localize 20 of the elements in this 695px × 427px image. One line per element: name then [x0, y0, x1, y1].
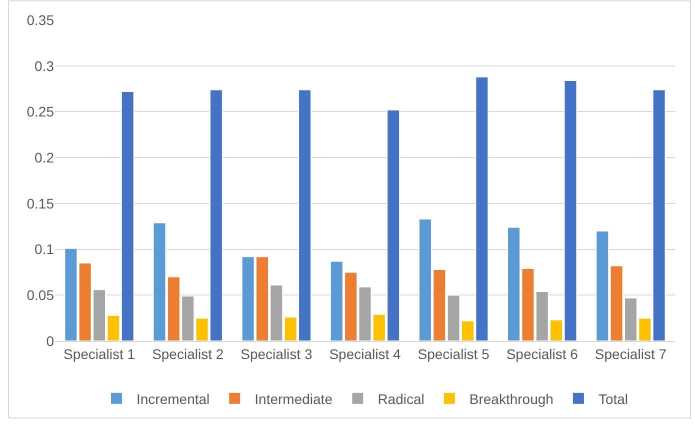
- x-tick-label: Specialist 5: [418, 346, 490, 362]
- x-tick-label: Specialist 3: [240, 346, 312, 362]
- legend-label: Intermediate: [254, 390, 333, 407]
- x-tick-label: Specialist 1: [63, 346, 136, 362]
- x-tick-label: Specialist 4: [329, 346, 402, 362]
- x-tick-label: Specialist 7: [594, 346, 667, 362]
- y-tick-label: 0.15: [26, 195, 54, 212]
- y-tick-label: 0.05: [26, 287, 54, 304]
- y-tick-label: 0.35: [26, 12, 54, 28]
- legend-label: Incremental: [136, 390, 210, 407]
- x-tick-label: Specialist 6: [506, 346, 578, 362]
- legend-label: Total: [598, 390, 628, 407]
- x-tick-label: Specialist 2: [152, 346, 224, 362]
- legend-label: Radical: [378, 390, 424, 407]
- y-tick-label: 0.2: [34, 149, 54, 166]
- y-tick-label: 0.25: [26, 104, 54, 120]
- y-tick-label: 0.1: [34, 241, 54, 258]
- y-tick-label: 0: [46, 332, 54, 349]
- y-tick-label: 0.3: [34, 58, 54, 74]
- legend-label: Breakthrough: [469, 390, 554, 407]
